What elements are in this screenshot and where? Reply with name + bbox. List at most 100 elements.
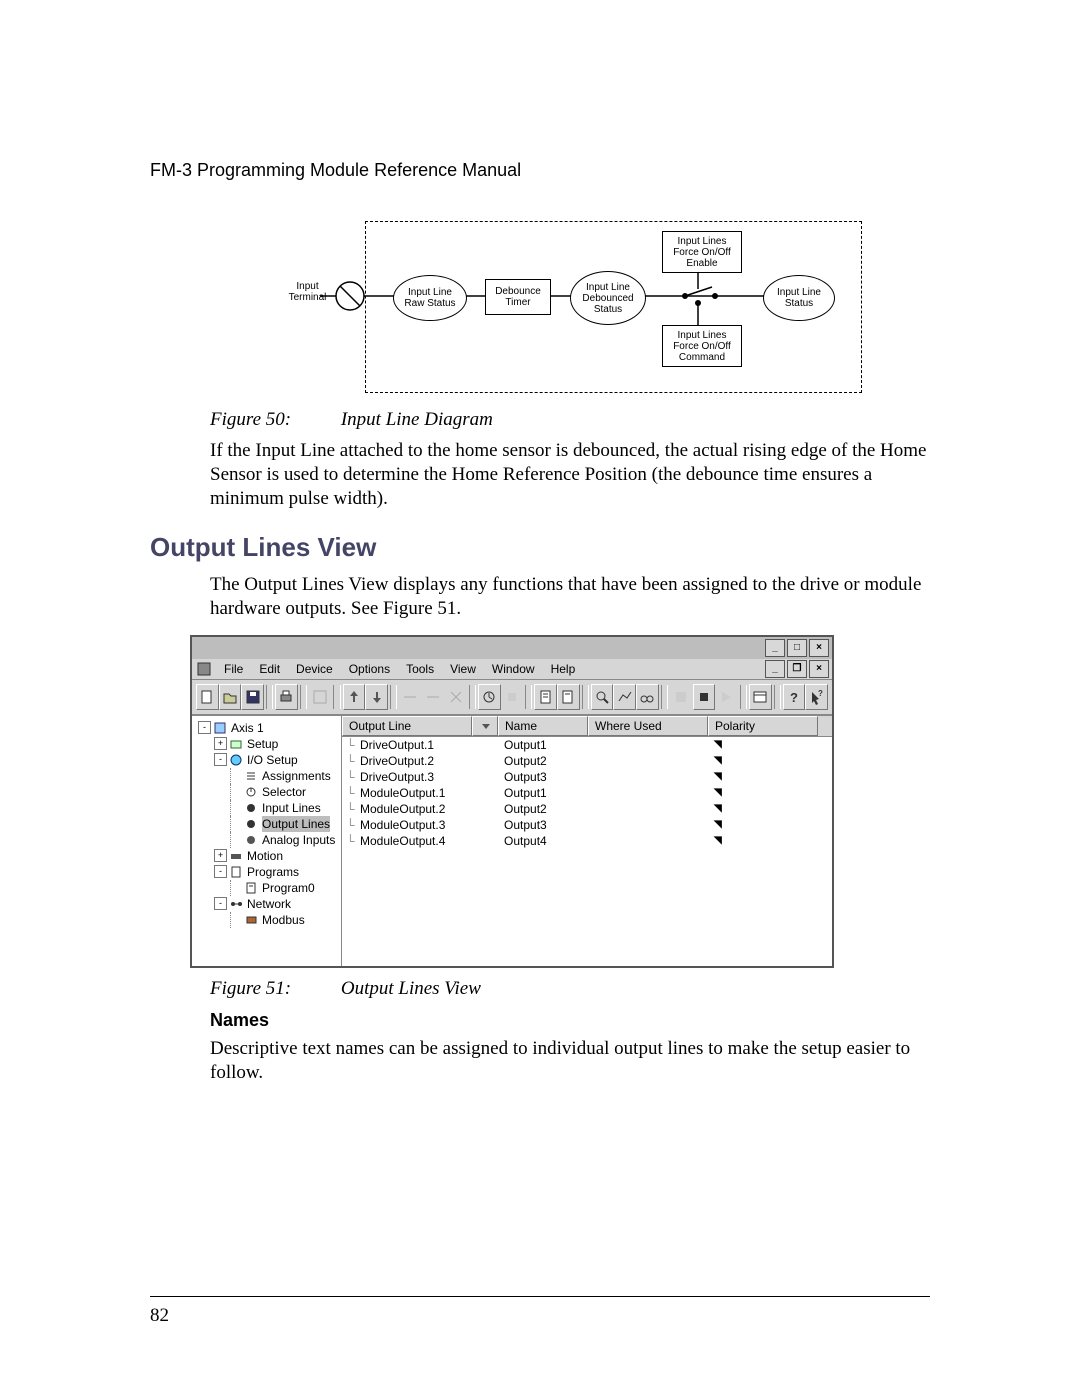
tree-item-label: Analog Inputs (262, 832, 335, 848)
tree-item-label: Programs (247, 864, 299, 880)
column-header-output-line[interactable]: Output Line (342, 716, 472, 736)
cell-output-line: └DriveOutput.3 (342, 770, 472, 784)
sel-icon (245, 786, 259, 798)
menu-help[interactable]: Help (543, 660, 584, 678)
tb-zoom-icon[interactable] (591, 684, 614, 710)
setup-icon (230, 738, 244, 750)
cell-output-line: └DriveOutput.2 (342, 754, 472, 768)
tb-run-icon[interactable] (478, 684, 501, 710)
tree-expand-icon[interactable]: - (214, 865, 227, 878)
tree-item-label: Input Lines (262, 800, 321, 816)
tb-save-icon[interactable] (241, 684, 264, 710)
column-header-where-used[interactable]: Where Used (588, 716, 708, 736)
menu-file[interactable]: File (216, 660, 251, 678)
table-row[interactable]: └ModuleOutput.2Output2◥ (342, 801, 832, 817)
tree-item-output-lines[interactable]: Output Lines (194, 816, 339, 832)
tree-item-analog-inputs[interactable]: Analog Inputs (194, 832, 339, 848)
menu-view[interactable]: View (442, 660, 484, 678)
menu-device[interactable]: Device (288, 660, 341, 678)
figure-50-caption: Figure 50: Input Line Diagram (210, 409, 930, 431)
tree-expand-icon[interactable]: - (214, 753, 227, 766)
tb-open-icon[interactable] (219, 684, 242, 710)
tb-whatsthis-icon[interactable]: ? (805, 684, 828, 710)
minimize-button[interactable]: _ (765, 639, 785, 657)
tb-new-icon[interactable] (196, 684, 219, 710)
tree-item-network[interactable]: -Network (194, 896, 339, 912)
app-window: _ □ × File Edit Device Options Tools Vie… (190, 635, 834, 968)
figure-51: _ □ × File Edit Device Options Tools Vie… (190, 635, 930, 968)
paragraph-debounce: If the Input Line attached to the home s… (210, 439, 930, 510)
table-row[interactable]: └ModuleOutput.4Output4◥ (342, 833, 832, 849)
tree-item-label: I/O Setup (247, 752, 298, 768)
polarity-icon[interactable]: ◥ (708, 819, 728, 830)
tree-item-selector[interactable]: Selector (194, 784, 339, 800)
tree-item-motion[interactable]: +Motion (194, 848, 339, 864)
tb-page1-icon[interactable] (534, 684, 557, 710)
close-button[interactable]: × (809, 639, 829, 657)
table-row[interactable]: └ModuleOutput.1Output1◥ (342, 785, 832, 801)
menu-edit[interactable]: Edit (251, 660, 288, 678)
cell-output-line: └ModuleOutput.2 (342, 802, 472, 816)
table-row[interactable]: └DriveOutput.1Output1◥ (342, 737, 832, 753)
tree-expand-icon[interactable]: - (214, 897, 227, 910)
mdi-minimize-button[interactable]: _ (765, 660, 785, 678)
tree-item-label: Assignments (262, 768, 331, 784)
table-row[interactable]: └DriveOutput.3 Output3 ◥ (342, 769, 832, 785)
menu-options[interactable]: Options (341, 660, 398, 678)
section-heading-output-lines: Output Lines View (150, 532, 930, 563)
tb-help-icon[interactable]: ? (783, 684, 806, 710)
paragraph-output-lines: The Output Lines View displays any funct… (210, 573, 930, 621)
polarity-icon[interactable]: ◥ (708, 803, 728, 814)
menu-window[interactable]: Window (484, 660, 543, 678)
names-subheading: Names (210, 1010, 930, 1031)
tree-item-i-o-setup[interactable]: - I/O Setup (194, 752, 339, 768)
mdi-close-button[interactable]: × (809, 660, 829, 678)
column-header-name[interactable]: Name (498, 716, 588, 736)
bubble-debounced-status: Input LineDebouncedStatus (570, 271, 646, 325)
tb-upload-icon[interactable] (343, 684, 366, 710)
paragraph-names: Descriptive text names can be assigned t… (210, 1037, 930, 1085)
polarity-icon[interactable]: ◥ (708, 835, 728, 846)
tree-expand-icon[interactable]: - (198, 721, 211, 734)
tb-stop-icon[interactable] (693, 684, 716, 710)
cell-output-line: └DriveOutput.1 (342, 738, 472, 752)
analog-icon (245, 834, 259, 846)
tb-page2-icon[interactable] (557, 684, 580, 710)
table-row[interactable]: └ModuleOutput.3Output3◥ (342, 817, 832, 833)
tree-item-label: Setup (247, 736, 278, 752)
cell-name: Output1 (498, 786, 588, 800)
maximize-button[interactable]: □ (787, 639, 807, 657)
tree-item-programs[interactable]: - Programs (194, 864, 339, 880)
tb-disabled-3-icon (422, 684, 445, 710)
tb-print-icon[interactable] (275, 684, 298, 710)
tree-item-input-lines[interactable]: Input Lines (194, 800, 339, 816)
tb-chart-icon[interactable] (613, 684, 636, 710)
tb-binoculars-icon[interactable] (636, 684, 659, 710)
column-header-sort[interactable] (472, 716, 498, 736)
polarity-icon[interactable]: ◥ (708, 787, 728, 798)
cell-name: Output3 (498, 770, 588, 784)
nav-tree[interactable]: -Axis 1+Setup-I/O SetupAssignmentsSelect… (192, 716, 342, 966)
tree-expand-icon[interactable]: + (214, 737, 227, 750)
tree-item-axis-1[interactable]: -Axis 1 (194, 720, 339, 736)
column-header-polarity[interactable]: Polarity (708, 716, 818, 736)
in-icon (245, 802, 259, 814)
box-debounce-timer: DebounceTimer (485, 279, 551, 315)
polarity-icon[interactable]: ◥ (708, 771, 728, 782)
mdi-restore-button[interactable]: ❐ (787, 660, 807, 678)
menu-tools[interactable]: Tools (398, 660, 442, 678)
menu-bar: File Edit Device Options Tools View Wind… (192, 659, 832, 680)
polarity-icon[interactable]: ◥ (708, 755, 728, 766)
tree-item-assignments[interactable]: Assignments (194, 768, 339, 784)
tree-item-modbus[interactable]: Modbus (194, 912, 339, 928)
tree-expand-icon[interactable]: + (214, 849, 227, 862)
tb-window-icon[interactable] (749, 684, 772, 710)
tree-item-program0[interactable]: Program0 (194, 880, 339, 896)
title-bar: _ □ × (192, 637, 832, 659)
tb-download-icon[interactable] (365, 684, 388, 710)
tree-item-setup[interactable]: + Setup (194, 736, 339, 752)
table-row[interactable]: └DriveOutput.2 Output2 ◥ (342, 753, 832, 769)
assign-icon (245, 770, 259, 782)
cell-name: Output2 (498, 754, 588, 768)
polarity-icon[interactable]: ◥ (708, 739, 728, 750)
